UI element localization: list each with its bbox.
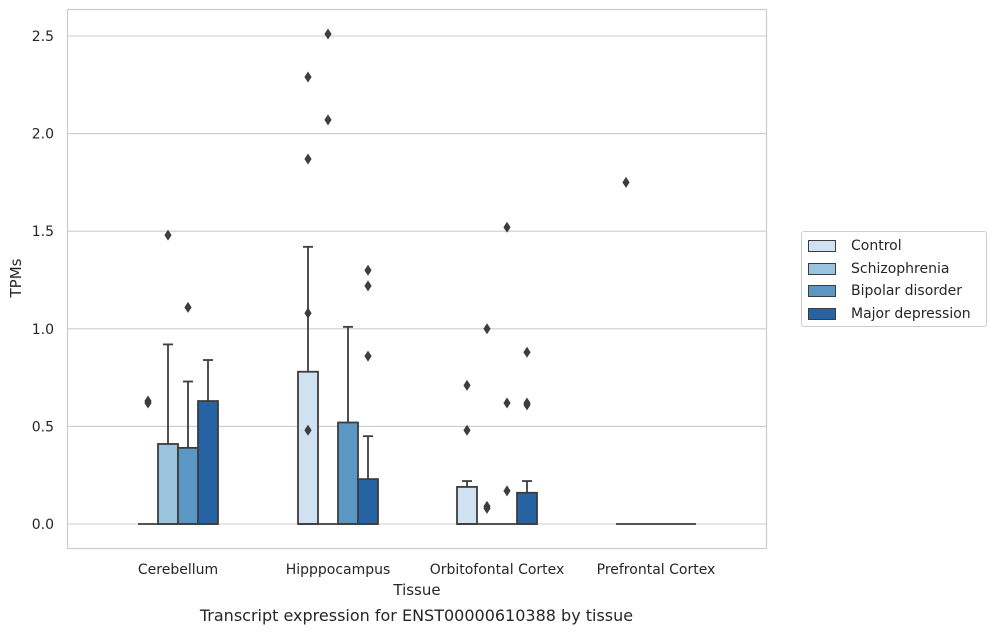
y-tick-label: 0.5 [32,419,54,435]
box-body [297,370,319,525]
legend-item: Schizophrenia [808,258,986,281]
box-schizophrenia [318,28,338,525]
outlier-point [463,379,471,391]
box-body [357,478,379,525]
box-body [177,446,199,525]
box-bipolar-disorder [497,221,517,525]
box-body [157,443,179,525]
outlier-point [184,301,192,313]
outlier-point [483,502,491,514]
x-tick-labels: Cerebellum Hipppocampus Orbitofontal Corte… [138,562,715,578]
outlier-point [324,28,332,40]
x-tick-label: Hipppocampus [286,562,391,578]
box-body [516,491,538,525]
outlier-point [304,424,312,436]
legend: Control Schizophrenia Bipolar disorder Majo… [801,231,987,327]
x-tick-label: Cerebellum [138,562,218,578]
outlier-point [304,307,312,319]
outlier-point [364,264,372,276]
outlier-point [463,424,471,436]
y-axis-label: TPMs [7,258,25,298]
box-body [197,400,219,525]
box-control [297,71,319,525]
legend-label: Schizophrenia [851,260,950,277]
outlier-point [503,221,511,233]
outlier-point [304,153,312,165]
outlier-point [364,280,372,292]
legend-label: Control [851,238,902,255]
outlier-point [523,399,531,411]
y-tick-label: 0.0 [32,517,54,533]
legend-swatch [808,262,836,275]
y-tick-labels: 0.0 0.5 1.0 1.5 2.0 2.5 [32,29,54,533]
box-control [456,379,478,525]
y-tick-label: 2.0 [32,127,54,143]
outlier-point [364,350,372,362]
chart-caption: Transcript expression for ENST0000061038… [199,606,634,625]
box-major-depression [357,264,379,525]
outlier-point [523,346,531,358]
x-tick-label: Orbitofontal Cortex [430,562,565,578]
legend-item: Control [808,235,986,258]
y-tick-label: 1.5 [32,224,54,240]
box-bipolar-disorder [337,325,359,525]
x-axis-label: Tissue [392,581,440,599]
boxes [138,28,696,525]
legend-swatch [808,240,836,253]
legend-swatch [808,307,836,320]
legend-label: Bipolar disorder [851,283,963,300]
box-control [616,176,636,525]
x-tick-label: Prefrontal Cortex [597,562,716,578]
box-major-depression [197,359,219,525]
legend-label: Major depression [851,305,971,322]
outlier-point [164,229,172,241]
box-body [456,486,478,525]
box-body [337,421,359,525]
outlier-point [622,176,630,188]
outlier-point [304,71,312,83]
outlier-point [503,397,511,409]
outlier-point [503,485,511,497]
box-schizophrenia [477,323,497,525]
outlier-point [144,397,152,409]
box-control [138,395,158,525]
y-tick-label: 2.5 [32,29,54,45]
outlier-point [483,323,491,335]
legend-item: Major depression [808,303,986,326]
legend-swatch [808,285,836,298]
y-tick-label: 1.0 [32,322,54,338]
box-major-depression [516,346,538,525]
outlier-point [324,114,332,126]
legend-item: Bipolar disorder [808,280,986,303]
